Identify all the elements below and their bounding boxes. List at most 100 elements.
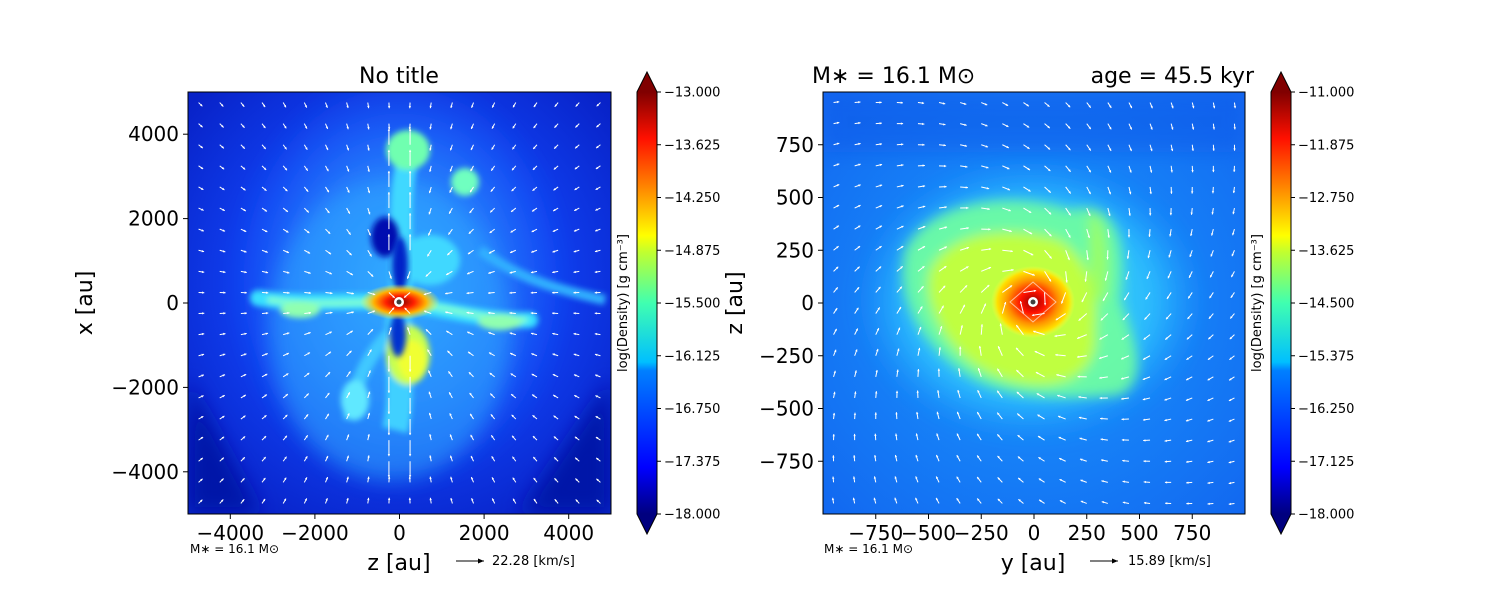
left-vector-head: [423, 310, 427, 313]
left-vector-head: [305, 414, 309, 417]
left-vector-head: [408, 149, 412, 152]
left-vector-head: [488, 332, 491, 335]
right-vector-head: [1029, 231, 1033, 234]
right-vector-head: [1109, 126, 1112, 130]
right-vector-head: [1081, 299, 1084, 303]
left-vector-head: [330, 311, 333, 314]
right-vector-head: [964, 144, 967, 147]
left-vector-head: [266, 291, 269, 294]
right-vector-head: [956, 455, 959, 458]
left-vector-head: [595, 416, 599, 419]
right-vector-head: [1164, 481, 1168, 484]
left-vector-head: [470, 168, 473, 172]
right-vector-head: [941, 305, 944, 309]
right-axes-ticks: −750−500−250 0 250 500 750−750−500−250025050…: [759, 133, 1211, 545]
right-vector-head: [1108, 191, 1111, 195]
left-vector-head: [265, 353, 268, 356]
left-vector-head: [470, 189, 473, 193]
right-vector-head: [1067, 126, 1071, 129]
right-vector-head: [922, 226, 926, 229]
left-vector-head: [428, 391, 431, 395]
right-vector-head: [1016, 370, 1019, 373]
left-vector-head: [349, 350, 352, 354]
right-cbar-tick-label: −16.250: [1298, 402, 1354, 417]
left-vector-head: [428, 190, 432, 194]
left-ytick-label: 0: [166, 291, 179, 315]
right-vector-head: [944, 185, 947, 188]
right-vector-head: [1043, 303, 1047, 306]
right-vector-head: [958, 368, 961, 371]
right-vector-head: [1067, 257, 1070, 261]
right-vector-head: [1068, 147, 1071, 151]
left-vector-head: [347, 392, 350, 395]
left-vector-head: [445, 292, 448, 295]
right-vector-head: [943, 144, 946, 147]
right-vector-head: [997, 477, 1000, 480]
left-cbar-tick-label: −14.250: [664, 191, 720, 206]
right-title-age: age = 45.5 kyr: [1091, 64, 1255, 89]
right-vector-head: [1080, 458, 1083, 461]
right-vector-head: [977, 390, 980, 393]
right-vector-head: [1190, 233, 1193, 236]
right-vector-head: [875, 370, 878, 373]
left-vector-head: [449, 434, 453, 437]
right-vector-head: [832, 476, 835, 479]
left-ylabel: x [au]: [73, 271, 98, 336]
right-vector-head: [1088, 191, 1091, 195]
right-vector-head: [921, 101, 925, 105]
left-vector-head: [594, 291, 597, 294]
left-vector-head: [450, 476, 453, 480]
right-vector-head: [1108, 213, 1111, 216]
left-vector-head: [408, 476, 411, 479]
left-vector-head: [446, 330, 449, 333]
right-vector-head: [966, 246, 969, 250]
right-vector-head: [916, 411, 919, 415]
right-vector-head: [1129, 105, 1132, 109]
right-vector-head: [853, 433, 856, 437]
left-vector-head: [368, 391, 371, 395]
right-vector-head: [1210, 274, 1213, 278]
right-vector-head: [1034, 351, 1038, 354]
right-xtick-label: −500: [901, 521, 956, 545]
right-vector-head: [977, 368, 981, 371]
right-vector-head: [1207, 398, 1210, 401]
left-vector-head: [221, 166, 225, 170]
right-vector-head: [858, 163, 861, 166]
right-vector-head: [879, 205, 883, 208]
right-vector-head: [1186, 337, 1190, 340]
right-vector-head: [1169, 234, 1172, 237]
left-vector-head: [553, 188, 556, 191]
left-vector-head: [469, 210, 472, 214]
right-vector-head: [1228, 398, 1232, 401]
left-vector-head: [407, 276, 410, 279]
left-vector-head: [408, 497, 412, 500]
right-vector-head: [832, 434, 835, 437]
right-vector-head: [1061, 301, 1064, 304]
right-vector-head: [836, 246, 839, 249]
left-vector-head: [347, 190, 350, 193]
left-vector-head: [263, 436, 267, 439]
left-vector-head: [467, 272, 470, 275]
right-vector-head: [874, 455, 877, 458]
right-vector-head: [1056, 374, 1059, 377]
left-vector-head: [367, 497, 370, 501]
right-vector-head: [832, 412, 836, 416]
right-vector-head: [999, 323, 1002, 326]
left-vector-head: [446, 272, 449, 275]
left-vector-head: [243, 229, 247, 232]
right-vector-head: [1167, 275, 1170, 279]
left-vector-head: [367, 127, 370, 130]
left-vector-head: [262, 498, 266, 502]
right-vector-head: [1170, 148, 1174, 152]
right-density-map: [823, 92, 1245, 514]
right-vector-head: [1129, 170, 1132, 173]
right-vector-head: [1054, 334, 1057, 338]
right-vector-head: [1080, 500, 1084, 503]
right-vector-head: [966, 266, 969, 269]
right-vector-head: [1186, 378, 1189, 381]
left-vector-head: [285, 230, 289, 233]
right-vector-head: [956, 433, 959, 436]
right-vector-head: [1164, 357, 1168, 360]
right-vector-head: [1129, 148, 1132, 152]
left-vector-head: [573, 229, 577, 232]
